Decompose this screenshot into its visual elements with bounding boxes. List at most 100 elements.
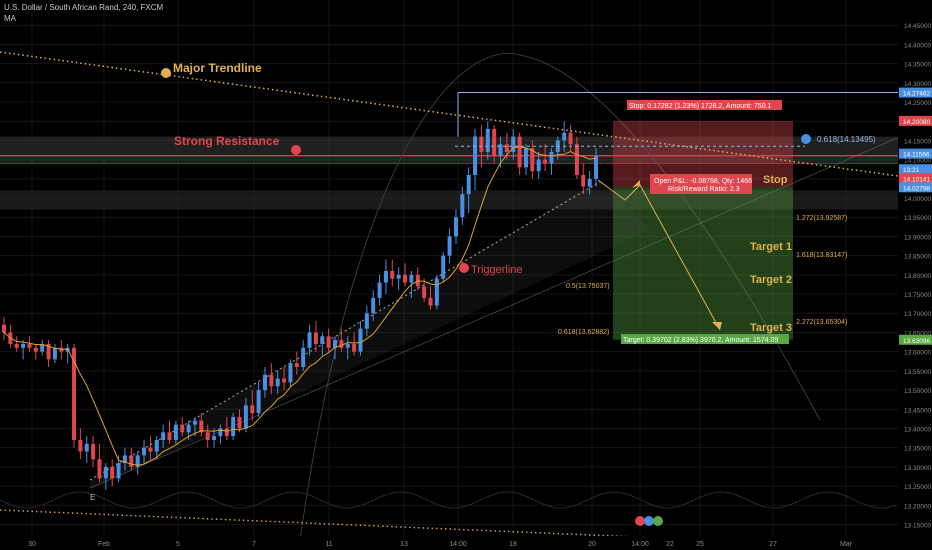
candle-body — [498, 144, 503, 156]
candle-body — [466, 174, 471, 195]
y-tick-label: 13.70000 — [904, 311, 931, 318]
candle-body — [192, 420, 197, 425]
candle-body — [154, 439, 159, 452]
price-tag-label: 14.11566 — [903, 152, 930, 159]
x-tick-label: 13 — [400, 541, 408, 548]
candle-body — [594, 155, 598, 179]
candle-body — [122, 455, 127, 464]
candle-body — [148, 447, 153, 452]
candle-body — [479, 136, 484, 152]
candle-body — [485, 128, 490, 152]
candle-body — [492, 128, 497, 156]
candle-body — [91, 443, 96, 460]
price-tag-bg — [899, 164, 932, 175]
candle-body — [352, 343, 357, 352]
candle-body — [409, 274, 414, 283]
candle-body — [294, 363, 299, 368]
candle-body — [116, 463, 121, 479]
x-tick-label: 7 — [252, 541, 256, 548]
candle-body — [52, 347, 57, 360]
candle-body — [326, 336, 331, 348]
candle-body — [97, 459, 102, 479]
x-tick-label: 22 — [666, 541, 674, 548]
x-tick-label: 25 — [696, 541, 704, 548]
x-tick-label: Mar — [840, 541, 853, 548]
candle-body — [574, 144, 579, 175]
candle-body — [72, 347, 77, 440]
candle-body — [231, 416, 236, 437]
price-tag-bg — [899, 87, 932, 98]
price-tag-label: 13:21 — [903, 167, 920, 174]
candle-body — [530, 148, 535, 172]
support-zone — [0, 190, 898, 210]
projection-arrowhead-2 — [632, 180, 640, 188]
candle-body — [581, 174, 586, 187]
candle-body — [536, 159, 541, 172]
strong-resistance-label: Strong Resistance — [174, 134, 280, 148]
pl-box-bg — [650, 174, 752, 194]
candle-body — [110, 466, 115, 479]
projection-path — [597, 179, 721, 331]
y-tick-label: 14.25000 — [904, 100, 931, 107]
candle-body — [256, 390, 261, 414]
major-trendline-label: Major Trendline — [173, 61, 262, 75]
candle-body — [428, 297, 433, 306]
chart-title: U.S. Dollar / South African Rand, 240, F… — [4, 3, 164, 12]
y-tick-label: 13.90000 — [904, 234, 931, 241]
y-tick-label: 14.35000 — [904, 62, 931, 69]
fib-2272-label: 2.272(13.65304) — [796, 319, 847, 326]
candle-body — [345, 343, 350, 348]
candle-body — [275, 378, 280, 387]
y-tick-label: 13.40000 — [904, 426, 931, 433]
candle-body — [78, 439, 83, 452]
stop-box-bg — [627, 100, 782, 110]
price-tag-bg — [899, 334, 932, 345]
candle-body — [403, 274, 408, 283]
e-label: E — [90, 493, 95, 502]
fib-1618-label: 1.618(13.83147) — [796, 252, 847, 259]
target-box-text: Target: 0.39702 (2.83%) 3970.2, Amount: … — [623, 337, 778, 344]
fib-0618-marker — [801, 134, 811, 144]
candle-body — [129, 455, 134, 467]
indicator-label: MA — [4, 14, 16, 23]
candle-body — [135, 455, 140, 467]
price-tag-label: 14.10141 — [903, 176, 930, 183]
candle-body — [2, 324, 6, 333]
y-tick-label: 14.30000 — [904, 81, 931, 88]
candle-body — [14, 343, 19, 348]
candle-body — [46, 343, 51, 360]
candle-body — [460, 194, 465, 218]
y-tick-label: 13.30000 — [904, 465, 931, 472]
x-tick-label: 11 — [325, 541, 332, 548]
target-box-bg — [621, 334, 789, 344]
fib-arc — [299, 52, 821, 541]
candle-body — [441, 255, 446, 279]
stop-box-text: Stop: 0.17282 (1.23%) 1728.2, Amount: 75… — [629, 103, 772, 110]
target-zone — [613, 187, 793, 340]
y-tick-label: 13.15000 — [904, 522, 931, 529]
candle-body — [84, 443, 89, 452]
y-tick-label: 13.50000 — [904, 388, 931, 395]
moving-average-line — [3, 146, 597, 466]
y-tick-label: 13.85000 — [904, 254, 931, 261]
price-tag-label: 14.02798 — [903, 185, 930, 192]
candle-body — [21, 343, 26, 348]
candle-body — [453, 217, 458, 237]
candle-body — [568, 132, 573, 145]
price-tag-bg — [899, 115, 932, 126]
candle-body — [167, 432, 172, 440]
candle-body — [186, 424, 191, 433]
fib-05-label: 0.5(13.75037) — [566, 283, 610, 290]
candle-body — [434, 278, 439, 306]
y-tick-label: 14.15000 — [904, 138, 931, 145]
x-tick-label: 5 — [176, 541, 180, 548]
candle-body — [333, 340, 338, 348]
candle-body — [205, 432, 210, 440]
logo-icon — [635, 516, 645, 526]
rr-text: Risk/Reward Ratio: 2.3 — [668, 186, 740, 193]
target3-label: Target 3 — [750, 322, 792, 334]
candle-body — [377, 282, 382, 298]
price-tag-label: 14.27462 — [903, 91, 930, 98]
price-tag-bg — [899, 182, 932, 193]
